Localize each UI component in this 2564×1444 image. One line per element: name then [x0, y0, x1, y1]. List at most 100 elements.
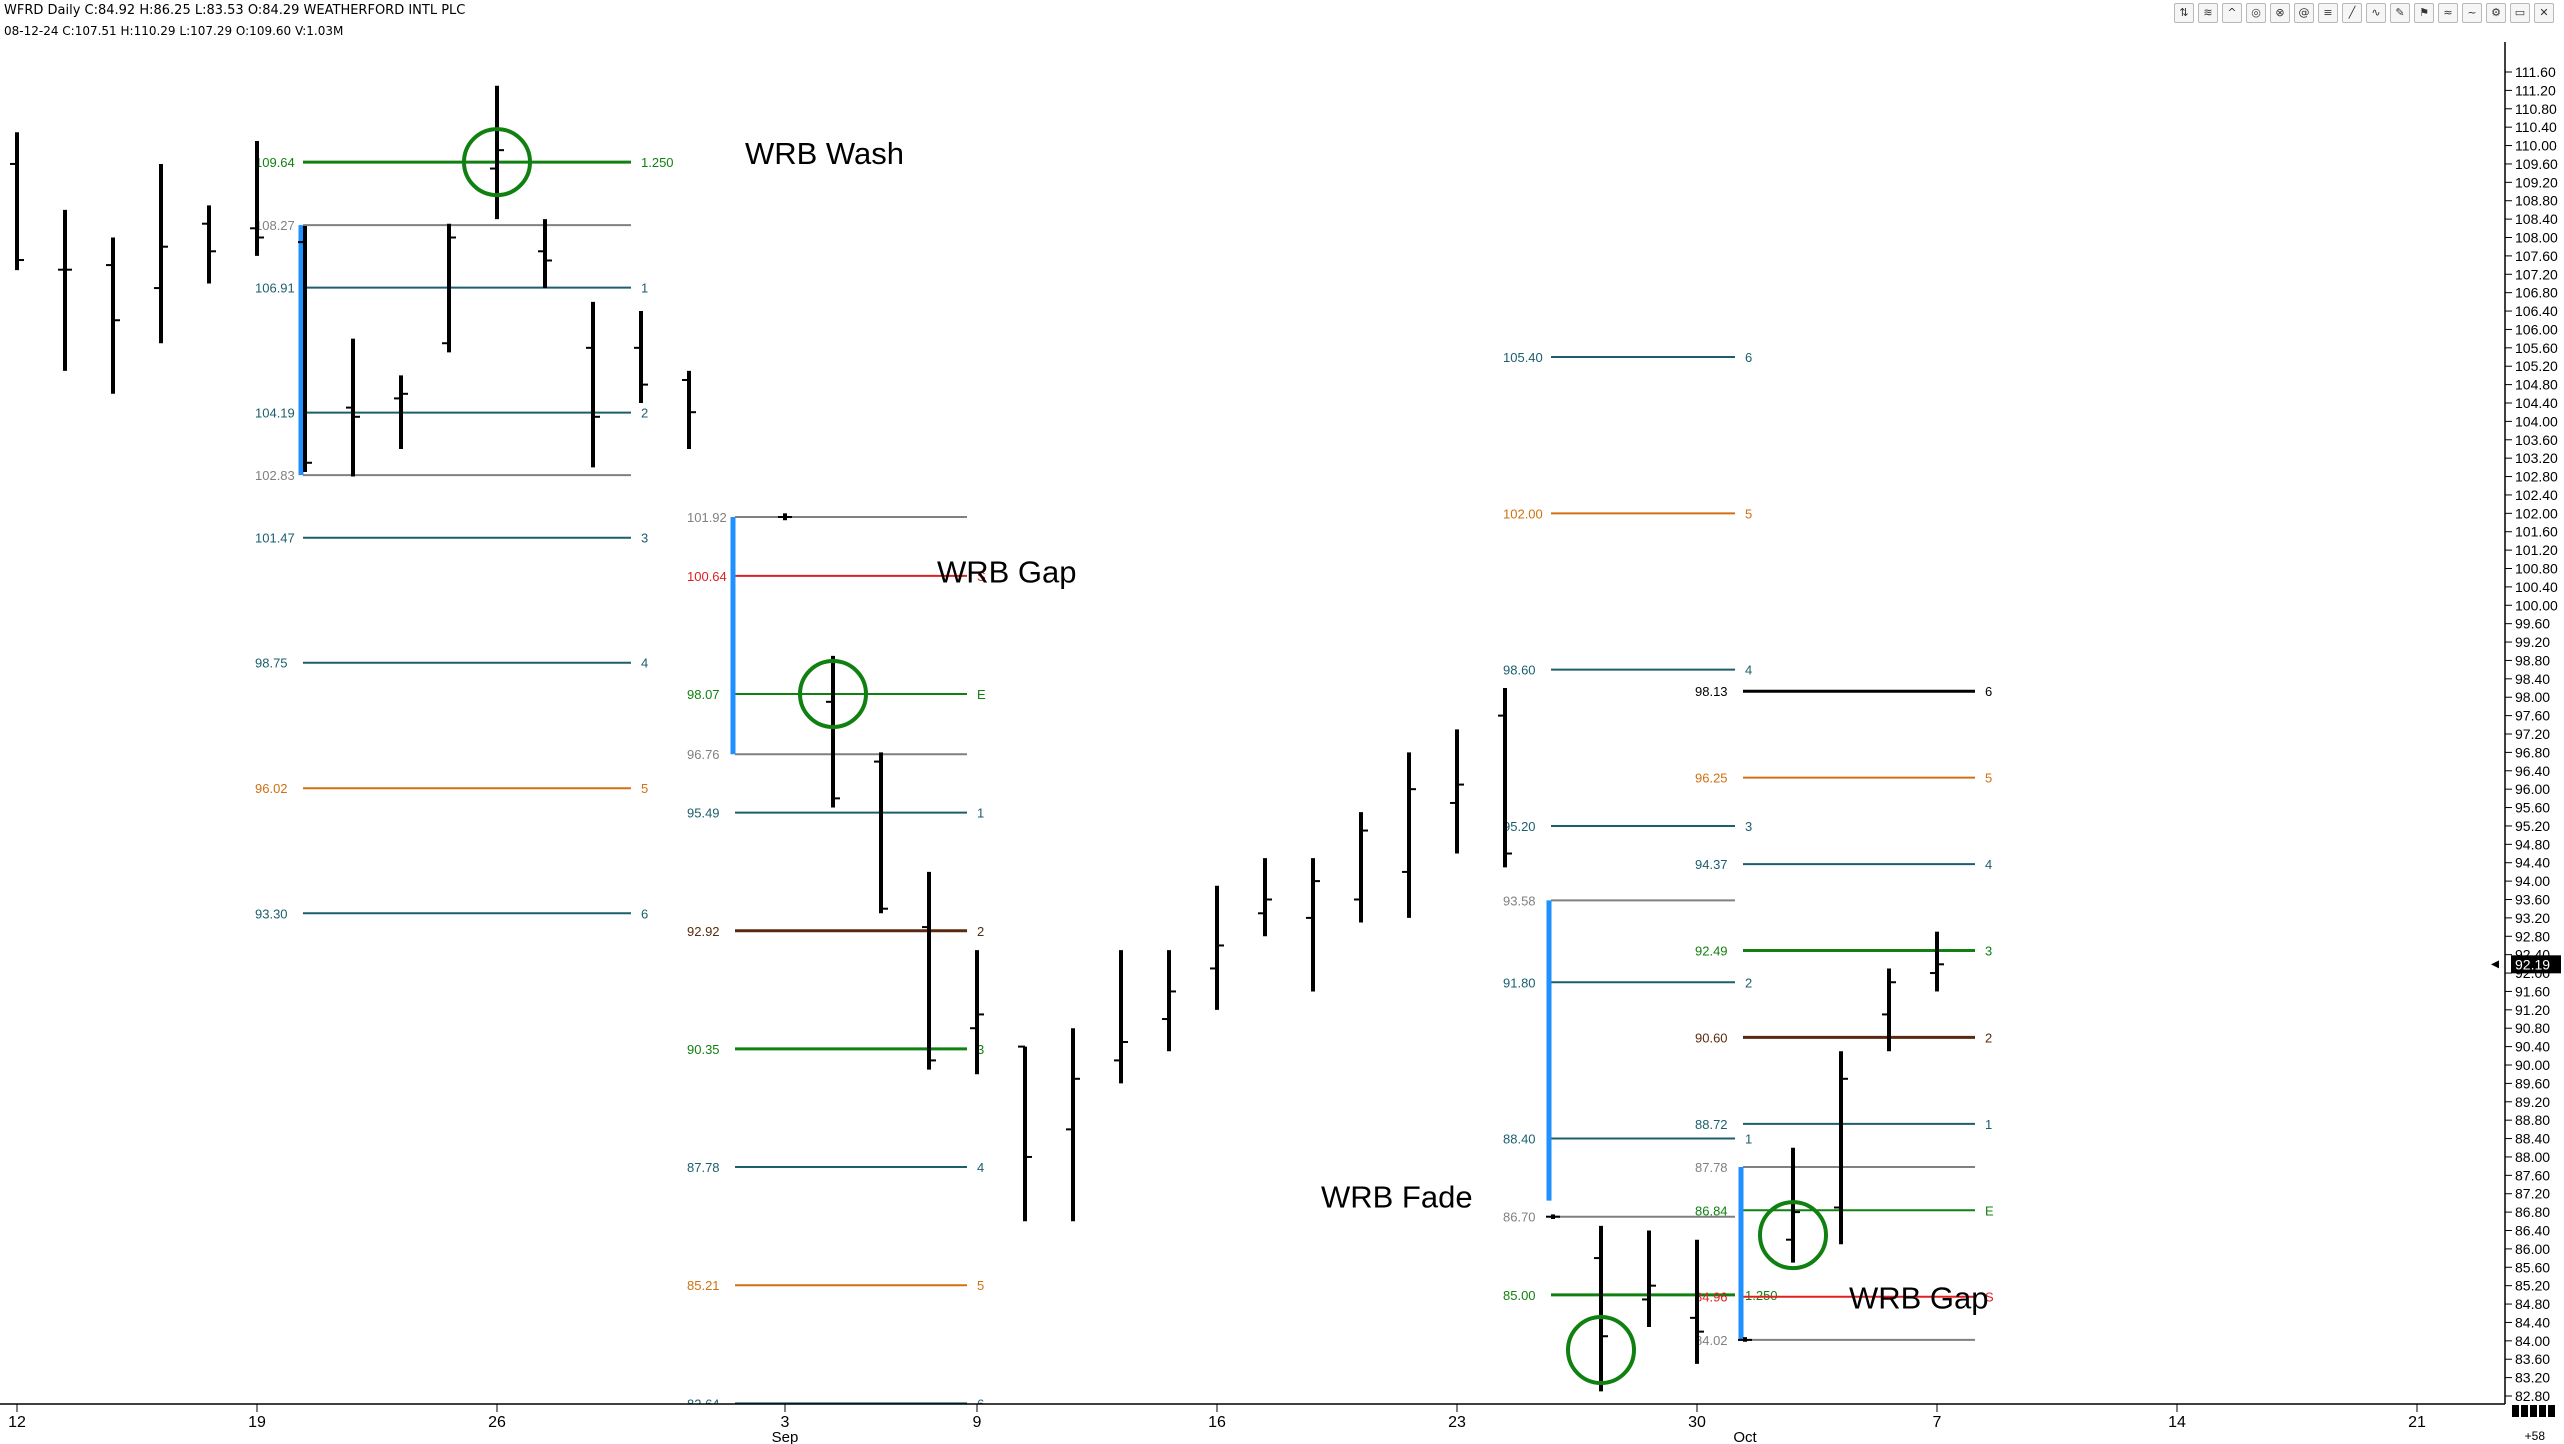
y-tick-label: 88.40 [2515, 1131, 2550, 1147]
y-tick-label: 104.80 [2515, 377, 2558, 393]
close-circle-icon[interactable]: ⊗ [2270, 3, 2290, 23]
level-price-label: 95.49 [687, 806, 720, 821]
y-tick-label: 87.60 [2515, 1167, 2550, 1183]
level-tag: 5 [1985, 771, 1992, 786]
zigzag-icon[interactable]: ≈ [2438, 3, 2458, 23]
y-tick-label: 86.80 [2515, 1204, 2550, 1220]
level-tag: S [1985, 1290, 1994, 1305]
y-tick-label: 108.40 [2515, 211, 2558, 227]
highlight-circles [462, 127, 1828, 1386]
month-label: Oct [1733, 1429, 1757, 1444]
level-tag: 3 [1745, 819, 1752, 834]
scroll-block [2530, 1405, 2537, 1417]
y-tick-label: 101.20 [2515, 542, 2558, 558]
level-price-label: 96.76 [687, 747, 720, 762]
level-price-label: 109.64 [255, 155, 295, 170]
scroll-block [2539, 1405, 2546, 1417]
level-price-label: 98.75 [255, 656, 288, 671]
y-tick-label: 91.20 [2515, 1002, 2550, 1018]
level-price-label: 86.84 [1695, 1203, 1728, 1218]
level-price-label: 101.92 [687, 510, 727, 525]
last-price-arrow [2491, 960, 2499, 969]
annotation-label: WRB Fade [1321, 1180, 1473, 1215]
highlight-circle [798, 659, 868, 730]
chevron-up-icon[interactable]: ^ [2222, 3, 2242, 23]
level-tag: 2 [977, 924, 984, 939]
y-tick-label: 100.80 [2515, 561, 2558, 577]
x-tick-label: 23 [1448, 1414, 1466, 1431]
level-tag: 2 [641, 406, 648, 421]
y-tick-label: 84.80 [2515, 1296, 2550, 1312]
settings-icon[interactable]: ⚙ [2486, 3, 2506, 23]
price-bars [10, 85, 1944, 1392]
level-price-label: 108.27 [255, 218, 295, 233]
level-tag: 5 [977, 1278, 984, 1293]
level-price-label: 88.72 [1695, 1117, 1728, 1132]
y-tick-label: 95.60 [2515, 800, 2550, 816]
curve-icon[interactable]: ∿ [2366, 3, 2386, 23]
level-price-label: 106.91 [255, 281, 295, 296]
y-tick-label: 89.60 [2515, 1075, 2550, 1091]
level-price-label: 91.80 [1503, 975, 1536, 990]
level-tag: 4 [641, 656, 648, 671]
y-tick-label: 99.20 [2515, 634, 2550, 650]
close-icon[interactable]: ✕ [2534, 3, 2554, 23]
y-tick-label: 94.80 [2515, 836, 2550, 852]
wave-icon[interactable]: ~ [2462, 3, 2482, 23]
level-tag: E [977, 687, 986, 702]
level-price-label: 92.92 [687, 924, 720, 939]
y-tick-label: 110.80 [2515, 101, 2557, 117]
window-icon[interactable]: ▭ [2510, 3, 2530, 23]
flag-icon[interactable]: ⚑ [2414, 3, 2434, 23]
level-price-label: 92.49 [1695, 944, 1728, 959]
level-price-label: 94.37 [1695, 857, 1728, 872]
y-tick-label: 88.00 [2515, 1149, 2550, 1165]
x-tick-label: 14 [2168, 1414, 2186, 1431]
y-tick-label: 88.80 [2515, 1112, 2550, 1128]
y-tick-label: 90.80 [2515, 1020, 2550, 1036]
diagonal-icon[interactable]: ╱ [2342, 3, 2362, 23]
level-tag: 3 [641, 531, 648, 546]
last-price-marker [2511, 955, 2561, 974]
y-tick-label: 93.20 [2515, 910, 2550, 926]
y-tick-label: 103.60 [2515, 432, 2558, 448]
y-tick-label: 102.40 [2515, 487, 2558, 503]
level-tag: 5 [641, 781, 648, 796]
level-tag: 1 [977, 806, 984, 821]
lines-icon[interactable]: ≡ [2318, 3, 2338, 23]
x-tick-label: 16 [1208, 1414, 1226, 1431]
target-icon[interactable]: ◎ [2246, 3, 2266, 23]
y-tick-label: 100.40 [2515, 579, 2558, 595]
level-tag: 1 [1985, 1117, 1992, 1132]
y-tick-label: 96.40 [2515, 763, 2550, 779]
level-tag: 4 [1985, 857, 1992, 872]
level-lines: 109.64 1.250 108.27 106.91 1 104.19 2 102.83 101… [255, 155, 1994, 1411]
pencil-icon[interactable]: ✎ [2390, 3, 2410, 23]
spiral-icon[interactable]: @ [2294, 3, 2314, 23]
level-tag: 6 [1985, 684, 1992, 699]
y-tick-label: 109.60 [2515, 156, 2558, 172]
level-price-label: 105.40 [1503, 350, 1543, 365]
y-tick-label: 102.00 [2515, 505, 2558, 521]
trend-arrows-icon[interactable]: ⇅ [2174, 3, 2194, 23]
x-tick-label: 19 [248, 1414, 266, 1431]
y-tick-label: 99.60 [2515, 616, 2550, 632]
level-price-label: 100.64 [687, 569, 727, 584]
level-price-label: 87.78 [687, 1160, 720, 1175]
y-tick-label: 106.80 [2515, 285, 2558, 301]
annotation-label: WRB Wash [745, 136, 904, 171]
level-price-label: 96.02 [255, 781, 288, 796]
level-price-label: 101.47 [255, 531, 295, 546]
layers-icon[interactable]: ≋ [2198, 3, 2218, 23]
annotation-label: WRB Gap [1849, 1281, 1989, 1316]
y-tick-label: 101.60 [2515, 524, 2558, 540]
level-tag: E [1985, 1203, 1994, 1218]
level-tag: 6 [641, 906, 648, 921]
y-axis[interactable]: 82.80 83.20 83.60 84.00 84.40 84.80 85.20 85.60… [2491, 42, 2561, 1410]
hover-bar-info: 08-12-24 C:107.51 H:110.29 L:107.29 O:10… [4, 24, 344, 38]
y-tick-label: 104.40 [2515, 395, 2558, 411]
x-axis[interactable]: 12 19 26 3 9 16 23 30 7 14 21 Sep Oct +58 [0, 1403, 2564, 1444]
x-tick-label: 12 [8, 1414, 26, 1431]
y-tick-label: 106.40 [2515, 303, 2558, 319]
